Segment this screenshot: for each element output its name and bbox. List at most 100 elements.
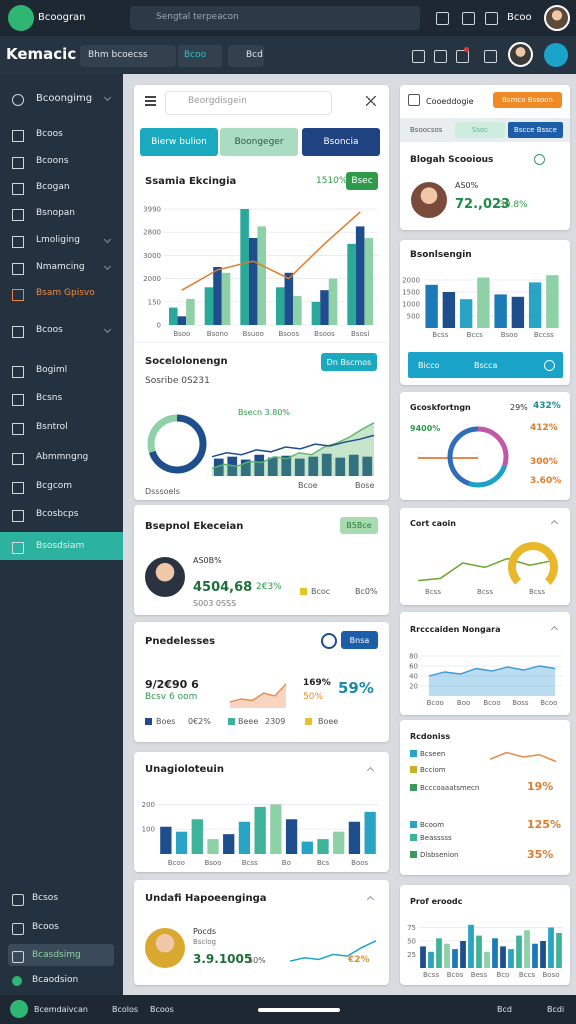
nav-item[interactable]: Bcoos [32, 922, 59, 932]
nav-item[interactable]: Bsnopan [36, 208, 76, 218]
card-title: Rrcccaiden Nongara [410, 625, 501, 634]
nav-icon [12, 130, 24, 142]
chart: 20 40 60 80 Bcoo Boo Bcoo Boss Bcoo [409, 653, 563, 707]
nav-item[interactable]: Bcoos [36, 129, 63, 139]
change: 30.8% [499, 200, 528, 210]
status-item: Bcdi [547, 1005, 565, 1014]
nav-item[interactable]: Bcoos [36, 325, 63, 335]
action-button[interactable] [544, 43, 568, 67]
tab[interactable]: Bscce Bssce [514, 126, 557, 134]
nav-item[interactable]: Bcoons [36, 156, 69, 166]
value: 19% [527, 780, 554, 793]
bar [213, 458, 224, 476]
donut [147, 414, 207, 474]
filter-box[interactable] [178, 45, 222, 67]
gauge [508, 542, 558, 592]
nav-item[interactable]: Bcoongimg [36, 93, 93, 104]
bar [240, 209, 249, 325]
nav-item[interactable]: Bcgcom [36, 481, 73, 491]
nav-icon [12, 951, 24, 963]
nav-item[interactable]: Bsosdsiam [36, 541, 85, 551]
footer-bar[interactable] [408, 352, 563, 378]
button-label[interactable]: Bsmco Bssoon [502, 96, 553, 104]
tab[interactable] [220, 128, 298, 156]
tab[interactable]: Ssoc [471, 126, 489, 134]
chart: 500 1000 1500 2000 Bcss Bccs Bsoo Bccss [402, 275, 561, 339]
icon[interactable] [412, 50, 425, 63]
name: AS0% [455, 181, 479, 190]
icon[interactable] [485, 12, 498, 25]
button-label[interactable]: Dn Bscmos [326, 358, 372, 367]
x-tick-label: Bcss [425, 588, 441, 596]
menu-line [145, 100, 156, 102]
y-tick-label: 50 [407, 938, 416, 946]
bar [301, 841, 313, 854]
bar [175, 831, 188, 854]
icon[interactable] [462, 12, 475, 25]
y-tick-label: 3990 [143, 206, 161, 214]
button-label[interactable]: Bnsa [349, 636, 370, 645]
chart [489, 751, 557, 763]
badge-label: B5Bce [346, 521, 372, 530]
bar [511, 296, 525, 328]
checkbox[interactable] [408, 94, 420, 106]
icon[interactable] [456, 50, 469, 63]
x-tick-label: Bcss [432, 331, 448, 339]
search-placeholder: Beorgdisgein [188, 96, 247, 106]
bar [516, 935, 522, 968]
search-box[interactable] [130, 6, 420, 30]
button[interactable] [341, 631, 378, 649]
tab-label[interactable]: Bsoncia [323, 137, 359, 147]
icon[interactable] [436, 12, 449, 25]
view-box[interactable] [228, 45, 264, 67]
icon[interactable] [434, 50, 447, 63]
nav-item[interactable]: Nmamcing [36, 262, 85, 272]
footer-label[interactable]: Bicco [418, 361, 440, 370]
button[interactable] [321, 353, 377, 371]
tab-label[interactable]: Bierw bulion [151, 137, 207, 147]
icon [544, 360, 555, 371]
bar [275, 287, 285, 325]
close-icon[interactable] [366, 96, 376, 106]
nav-item[interactable]: Bsam Gpisvo [36, 288, 95, 298]
chart-title: Ssamia Ekcingia [145, 176, 237, 187]
search-box[interactable] [165, 91, 332, 115]
tab[interactable] [455, 122, 505, 138]
nav-item[interactable]: Abmmngng [36, 452, 89, 462]
tab[interactable] [508, 122, 563, 138]
active-item[interactable] [0, 532, 123, 560]
donut-segment [447, 426, 509, 488]
nav-item[interactable]: Bsntrol [36, 422, 68, 432]
tab-label[interactable]: Boongeger [234, 137, 284, 147]
bar [347, 243, 356, 325]
tab[interactable] [140, 128, 218, 156]
workspace-box[interactable] [80, 45, 176, 67]
change: 1510% [316, 176, 348, 186]
tab[interactable] [302, 128, 380, 156]
nav-item[interactable]: Bogiml [36, 365, 68, 375]
bar [459, 299, 473, 328]
nav-item[interactable]: Bcasdsimg [32, 950, 81, 960]
card-title: Prof eroodc [410, 897, 463, 906]
nav-item[interactable]: Bcosbcps [36, 509, 79, 519]
bar [240, 459, 251, 476]
bar [436, 938, 442, 968]
nav-item[interactable]: Bcsns [36, 393, 63, 403]
nav-item[interactable]: Bcsos [32, 893, 59, 903]
tab[interactable]: Bsoocsos [410, 126, 443, 134]
button[interactable] [493, 92, 562, 108]
footer-label[interactable]: Bscca [474, 361, 498, 370]
x-tick-label: Bccss [534, 331, 554, 339]
user-name: Bcoo [507, 12, 532, 23]
icon[interactable] [484, 50, 497, 63]
x-tick-label: Bcss [477, 588, 493, 596]
legend-label: 0€2% [188, 717, 211, 726]
chart: 0 150 2000 3000 2800 3990 Bsoo Bsono Bsuoo Bsoos B… [143, 206, 378, 338]
avatar [508, 42, 533, 67]
nav-item[interactable]: Bcaodsion [32, 975, 79, 985]
nav-item[interactable]: Bcogan [36, 182, 70, 192]
line [181, 211, 361, 291]
nav-item[interactable]: Lmoliging [36, 235, 80, 245]
bar [548, 927, 554, 968]
bar [348, 454, 359, 476]
